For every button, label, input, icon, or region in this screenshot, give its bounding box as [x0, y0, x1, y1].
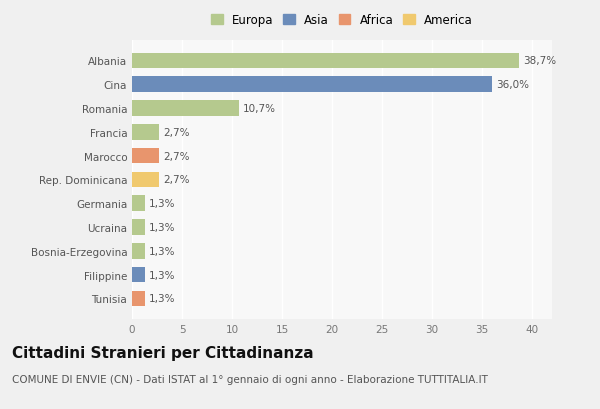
Text: 1,3%: 1,3%: [149, 270, 176, 280]
Bar: [132, 101, 239, 117]
Bar: [132, 125, 159, 140]
Text: 1,3%: 1,3%: [149, 199, 176, 209]
Text: 36,0%: 36,0%: [496, 80, 529, 90]
Bar: [132, 220, 145, 235]
Bar: [132, 196, 145, 211]
Bar: [132, 77, 492, 93]
Bar: [132, 54, 519, 69]
Bar: [132, 148, 159, 164]
Text: 2,7%: 2,7%: [163, 151, 190, 161]
Bar: [132, 267, 145, 283]
Text: 1,3%: 1,3%: [149, 294, 176, 303]
Text: 10,7%: 10,7%: [243, 104, 276, 114]
Bar: [132, 243, 145, 259]
Text: 2,7%: 2,7%: [163, 175, 190, 185]
Bar: [132, 291, 145, 306]
Text: COMUNE DI ENVIE (CN) - Dati ISTAT al 1° gennaio di ogni anno - Elaborazione TUTT: COMUNE DI ENVIE (CN) - Dati ISTAT al 1° …: [12, 374, 488, 384]
Text: Cittadini Stranieri per Cittadinanza: Cittadini Stranieri per Cittadinanza: [12, 346, 314, 361]
Legend: Europa, Asia, Africa, America: Europa, Asia, Africa, America: [209, 12, 475, 29]
Text: 2,7%: 2,7%: [163, 128, 190, 137]
Bar: [132, 172, 159, 188]
Text: 1,3%: 1,3%: [149, 222, 176, 232]
Text: 1,3%: 1,3%: [149, 246, 176, 256]
Text: 38,7%: 38,7%: [523, 56, 556, 66]
